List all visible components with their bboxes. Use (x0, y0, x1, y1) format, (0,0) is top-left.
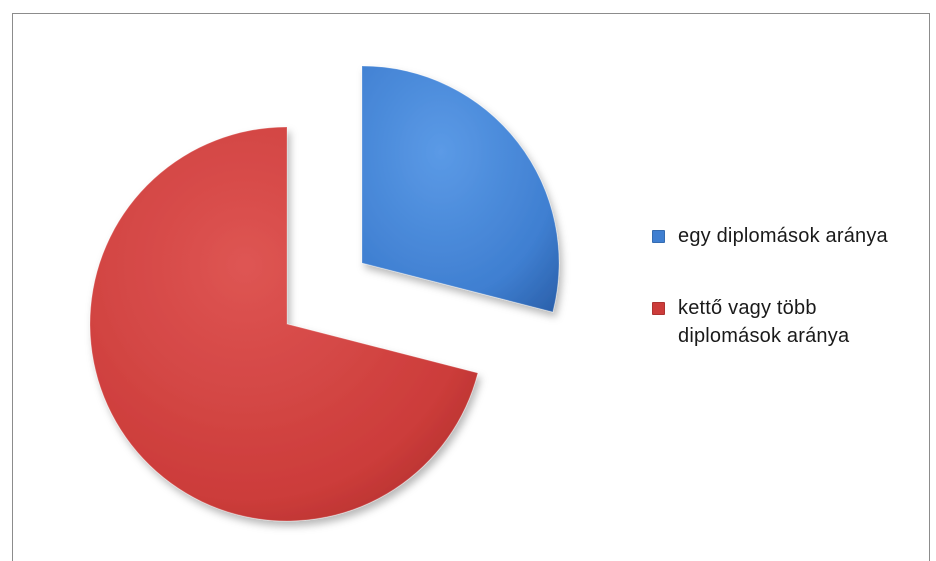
legend-label-0-line-0: egy diplomások aránya (678, 225, 888, 247)
legend-item-egy-diplomasok: egy diplomások aránya (652, 222, 922, 250)
legend-swatch-red (652, 302, 665, 315)
legend-label-1-line-1: diplomások aránya (678, 325, 850, 347)
pie-slices (89, 65, 560, 522)
legend-swatch-blue (652, 230, 665, 243)
legend: egy diplomások aránya kettő vagy több di… (652, 222, 922, 394)
legend-label-1-line-0: kettő vagy több (678, 297, 817, 319)
pie-slice-0 (361, 65, 560, 313)
pie-slice-1 (89, 126, 479, 522)
legend-item-ketto-vagy-tobb: kettő vagy több diplomások aránya (652, 294, 922, 350)
